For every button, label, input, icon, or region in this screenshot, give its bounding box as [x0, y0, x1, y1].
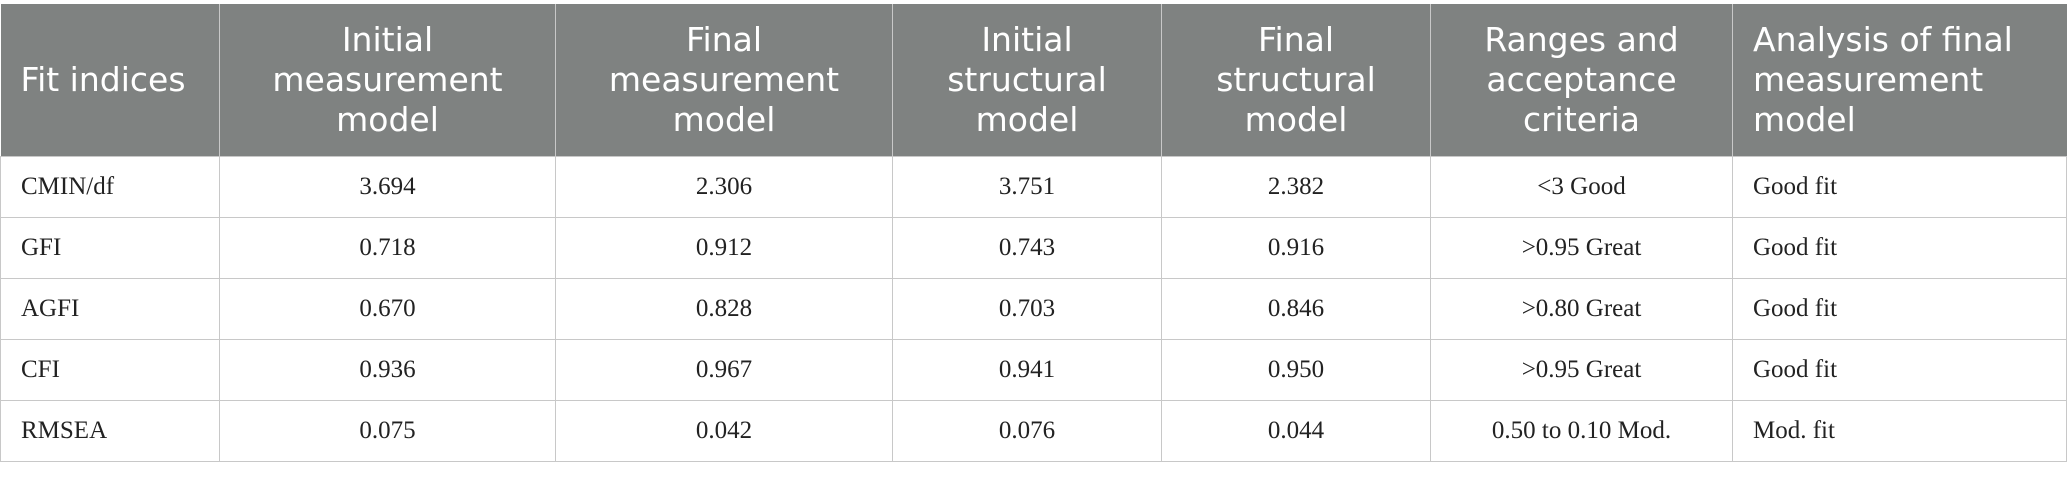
- table-cell: Good fit: [1732, 277, 2067, 340]
- table-header: Fit indices Initial measurement model Fina…: [0, 4, 2067, 156]
- table-cell: 0.967: [555, 338, 893, 401]
- column-header: Ranges and acceptance criteria: [1430, 4, 1733, 156]
- table-cell: 0.743: [892, 216, 1162, 279]
- table-cell: 0.075: [219, 399, 556, 462]
- table-row: AGFI 0.670 0.828 0.703 0.846 >0.80 Great Good …: [0, 277, 2067, 340]
- column-header: Analysis of final measurement model: [1732, 4, 2067, 156]
- table-cell: Good fit: [1732, 216, 2067, 279]
- table-cell: >0.95 Great: [1430, 216, 1733, 279]
- column-header: Fit indices: [0, 4, 220, 156]
- table-cell: >0.80 Great: [1430, 277, 1733, 340]
- table-cell: 0.916: [1161, 216, 1431, 279]
- table-cell: Good fit: [1732, 338, 2067, 401]
- table-row: CMIN/df 3.694 2.306 3.751 2.382 <3 Good Good f…: [0, 155, 2067, 218]
- table-cell: 0.941: [892, 338, 1162, 401]
- table-cell: 0.718: [219, 216, 556, 279]
- table-cell: 0.950: [1161, 338, 1431, 401]
- table-cell: RMSEA: [0, 399, 220, 462]
- column-header: Initial structural model: [892, 4, 1162, 156]
- table-cell: GFI: [0, 216, 220, 279]
- table-row: CFI 0.936 0.967 0.941 0.950 >0.95 Great Good f…: [0, 338, 2067, 401]
- fit-table: Fit indices Initial measurement model Fina…: [0, 4, 2067, 462]
- column-header: Final measurement model: [555, 4, 893, 156]
- table-cell: CMIN/df: [0, 155, 220, 218]
- table-cell: 0.828: [555, 277, 893, 340]
- table-cell: 2.306: [555, 155, 893, 218]
- table-cell: 3.751: [892, 155, 1162, 218]
- table-body: CMIN/df 3.694 2.306 3.751 2.382 <3 Good Good f…: [0, 155, 2067, 462]
- table-cell: 0.044: [1161, 399, 1431, 462]
- table-cell: 0.912: [555, 216, 893, 279]
- table-cell: <3 Good: [1430, 155, 1733, 218]
- table-cell: 0.042: [555, 399, 893, 462]
- table-cell: 0.076: [892, 399, 1162, 462]
- table-cell: 0.50 to 0.10 Mod.: [1430, 399, 1733, 462]
- table-cell: AGFI: [0, 277, 220, 340]
- table-cell: 0.670: [219, 277, 556, 340]
- table-cell: Mod. fit: [1732, 399, 2067, 462]
- table-row: RMSEA 0.075 0.042 0.076 0.044 0.50 to 0.10 Mo…: [0, 399, 2067, 462]
- table-row: GFI 0.718 0.912 0.743 0.916 >0.95 Great Good f…: [0, 216, 2067, 279]
- table-cell: >0.95 Great: [1430, 338, 1733, 401]
- table-cell: 0.703: [892, 277, 1162, 340]
- header-row: Fit indices Initial measurement model Fina…: [0, 4, 2067, 156]
- column-header: Final structural model: [1161, 4, 1431, 156]
- table-cell: 0.846: [1161, 277, 1431, 340]
- table-cell: 2.382: [1161, 155, 1431, 218]
- table-cell: 0.936: [219, 338, 556, 401]
- table-cell: Good fit: [1732, 155, 2067, 218]
- table-cell: 3.694: [219, 155, 556, 218]
- column-header: Initial measurement model: [219, 4, 556, 156]
- table-cell: CFI: [0, 338, 220, 401]
